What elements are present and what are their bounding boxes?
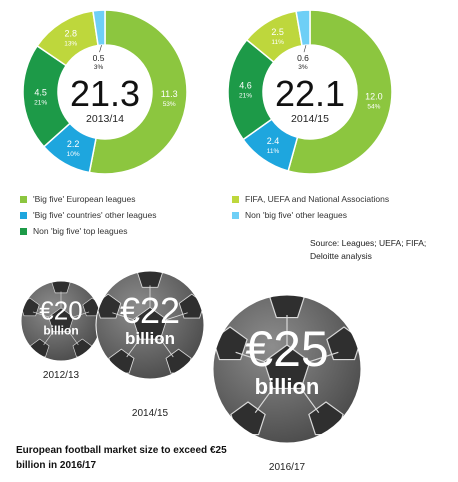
slice-percent-label: 13% (64, 40, 77, 47)
slice-percent-label: 11% (267, 148, 280, 155)
slice-percent-label: 21% (239, 93, 252, 100)
legend-swatch (20, 195, 27, 203)
ball-seam (166, 312, 188, 320)
ball-panel (136, 271, 164, 288)
legend-swatch (20, 211, 27, 219)
donut-slice (295, 9, 311, 47)
donut-slice (287, 9, 393, 175)
slice-percent-label: 53% (163, 101, 176, 108)
donut-chart-2013-14: 11.3 53% 2.2 10% 4.5 21% 2.8 13% 0.53% 21.32013/1… (22, 9, 188, 175)
legend-swatch (232, 195, 239, 203)
donut-slice (88, 9, 188, 175)
ball-panel (48, 307, 74, 332)
slice-value-label: 2.2 (67, 139, 80, 149)
ball-outline (212, 294, 362, 444)
legend-label: 'Big five' European leagues (33, 194, 136, 204)
ball-amount: €22 (120, 290, 180, 331)
slice-percent-label: 21% (34, 99, 47, 106)
slice-value-label: 4.5 (34, 87, 47, 97)
ball-panel (132, 306, 168, 340)
ball-panel (263, 344, 311, 390)
headline: European football market size to exceed … (16, 445, 227, 471)
donut-slice (92, 9, 106, 47)
donut-center-label: 2014/15 (291, 113, 329, 125)
legend-label: Non 'big five' top leagues (33, 226, 128, 236)
ball-seam (254, 388, 274, 414)
slice-value-label: 12.0 (365, 92, 383, 102)
source-note: Source: Leagues; UEFA; FIFA; Deloitte an… (310, 238, 427, 261)
slice-value-label: 2.4 (267, 136, 280, 146)
ball-unit: billion (43, 324, 78, 338)
ball-seam (73, 311, 90, 318)
legend-swatch (232, 211, 239, 219)
legend-item-fifa-uefa: FIFA, UEFA and National Associations (232, 194, 389, 204)
ball-outline (95, 270, 205, 380)
year-label-2014-15: 2014/15 (131, 408, 169, 419)
ball-seam (235, 351, 265, 363)
slice-value-label: 0.5 (93, 53, 105, 63)
ball-seam (126, 338, 141, 358)
legend-label: FIFA, UEFA and National Associations (245, 194, 390, 204)
year-label-2012-13: 2012/13 (42, 370, 80, 381)
legend-item-non-big-five-top: Non 'big five' top leagues (20, 226, 127, 236)
ball-amount: €20 (39, 295, 82, 325)
ball-seam (43, 331, 54, 346)
legend-label: 'Big five' countries' other leagues (33, 210, 157, 220)
slice-percent-label: 54% (367, 104, 380, 111)
ball-unit: billion (255, 374, 320, 399)
year-label-2016-17: 2016/17 (268, 462, 306, 473)
legend-item-big-five-leagues: 'Big five' European leagues (20, 194, 135, 204)
ball-seam (159, 338, 174, 358)
ball-seam (32, 311, 49, 318)
leader-line (303, 45, 307, 53)
slice-percent-label: 3% (94, 64, 104, 71)
slice-value-label: 11.3 (161, 89, 178, 99)
donut-chart-2014-15: 12.0 54% 2.4 11% 4.6 21% 2.5 11% 0.63% 22.12014/1… (227, 9, 393, 175)
slice-percent-label: 3% (298, 64, 308, 71)
donut-center-value: 22.1 (275, 73, 345, 114)
ball-panel (269, 295, 305, 319)
donut-center-value: 21.3 (70, 73, 140, 114)
legend-label: Non 'big five' other leagues (245, 210, 348, 220)
slice-value-label: 0.6 (297, 53, 309, 63)
ball-seam (300, 388, 320, 414)
ball-seam (112, 312, 134, 320)
leader-line (99, 45, 102, 53)
legend-item-big-five-other-leagues: 'Big five' countries' other leagues (20, 210, 156, 220)
legend-swatch (20, 227, 27, 235)
slice-percent-label: 10% (67, 151, 80, 158)
donut-center-label: 2013/14 (86, 113, 124, 125)
slice-value-label: 2.8 (64, 28, 77, 38)
ball-unit: billion (125, 329, 175, 348)
slice-percent-label: 11% (271, 39, 284, 46)
ball-seam (309, 351, 339, 363)
ball-amount: €25 (245, 321, 328, 377)
slice-value-label: 2.5 (271, 27, 284, 37)
slice-value-label: 4.6 (239, 81, 252, 91)
ball-seam (68, 331, 79, 346)
legend-item-non-big-five-other: Non 'big five' other leagues (232, 210, 347, 220)
